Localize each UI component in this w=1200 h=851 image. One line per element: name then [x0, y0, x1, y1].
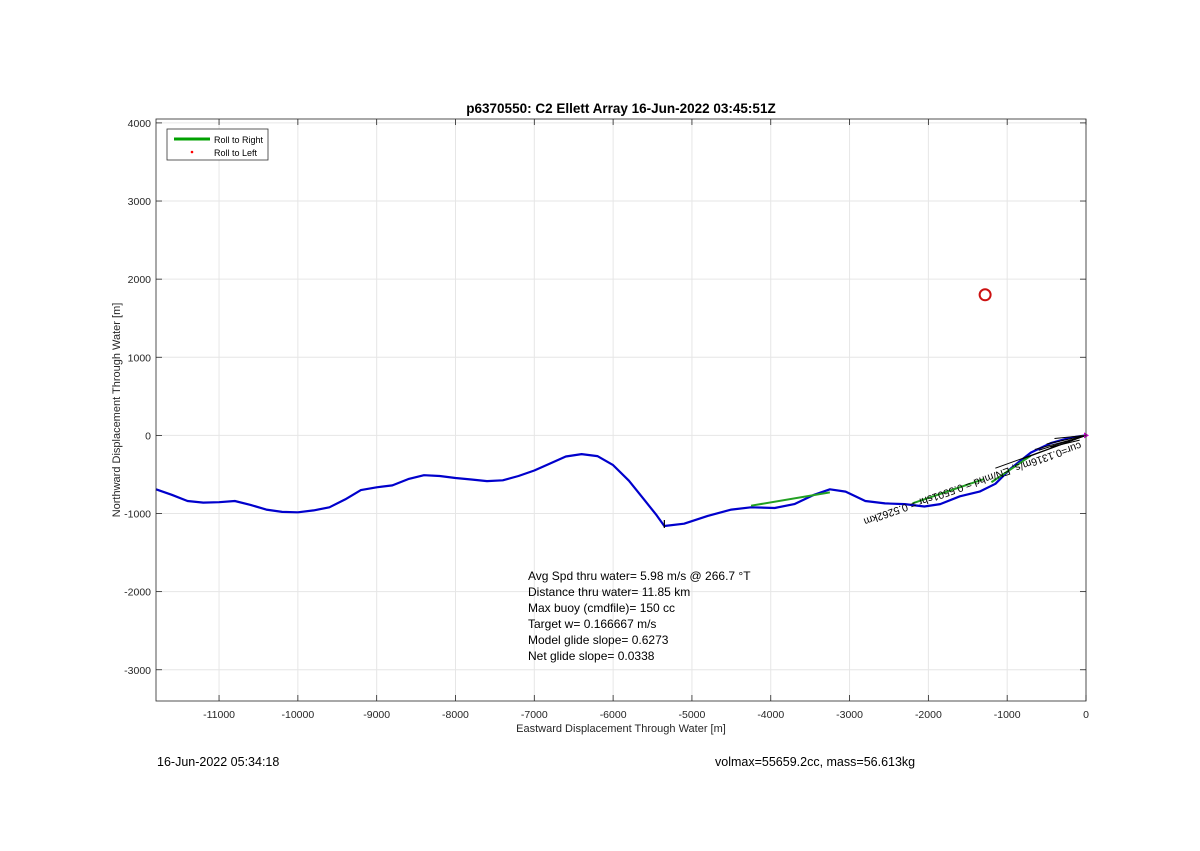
legend-box	[166, 128, 269, 161]
glider-params: volmax=55659.2cc, mass=56.613kg	[715, 755, 916, 769]
axes-box	[155, 118, 1087, 702]
stat-line: Net glide slope= 0.0338	[528, 649, 655, 663]
x-tick-label: -11000	[203, 709, 235, 721]
x-tick-label: -1000	[994, 709, 1021, 721]
stat-line: Model glide slope= 0.6273	[528, 633, 669, 647]
x-tick-label: -6000	[600, 709, 627, 721]
current-vector	[1046, 434, 1087, 445]
x-tick-label: -2000	[915, 709, 942, 721]
y-tick-label: 2000	[128, 274, 152, 286]
target-marker	[978, 288, 992, 302]
x-tick-label: -7000	[521, 709, 548, 721]
stats-annotation: Avg Spd thru water= 5.98 m/s @ 266.7 °T …	[528, 569, 751, 663]
track-layer	[155, 288, 1089, 529]
current-vector	[1034, 436, 1083, 450]
x-tick-label: -5000	[679, 709, 706, 721]
y-tick-label: 3000	[128, 196, 152, 208]
grid	[156, 119, 1087, 701]
x-axis-label: Eastward Displacement Through Water [m]	[516, 723, 726, 735]
roll-right-segment	[990, 454, 1032, 484]
x-tick-label: -10000	[282, 709, 315, 721]
legend-label-roll-right: Roll to Right	[214, 135, 264, 145]
legend-label-roll-left: Roll to Left	[214, 148, 258, 158]
plot-area	[156, 119, 1086, 701]
roll-right-segment	[750, 491, 831, 507]
stat-line: Avg Spd thru water= 5.98 m/s @ 266.7 °T	[528, 569, 751, 583]
y-tick-label: -3000	[124, 665, 151, 677]
stat-line: Distance thru water= 11.85 km	[528, 585, 690, 599]
y-axis-label: Northward Displacement Through Water [m]	[111, 303, 123, 518]
print-timestamp: 16-Jun-2022 05:34:18	[157, 755, 280, 769]
roll-right-segment	[912, 478, 984, 505]
y-tick-label: -2000	[124, 587, 151, 599]
x-tick-label: -4000	[757, 709, 784, 721]
chart-title: p6370550: C2 Ellett Array 16-Jun-2022 03…	[466, 101, 775, 116]
y-tick-label: 1000	[128, 352, 152, 364]
track-line	[155, 434, 1087, 528]
legend-swatch-roll-left	[190, 150, 194, 154]
start-marker	[1084, 432, 1089, 439]
x-tick-label: -8000	[442, 709, 469, 721]
current-vector	[1050, 439, 1080, 448]
x-tick-label: -9000	[363, 709, 390, 721]
x-tick-label: -3000	[836, 709, 863, 721]
y-tick-label: -1000	[124, 509, 151, 521]
y-tick-label: 0	[145, 430, 151, 442]
stat-line: Max buoy (cmdfile)= 150 cc	[528, 601, 675, 615]
current-vector	[1054, 434, 1087, 440]
current-vector	[1022, 434, 1087, 460]
stat-line: Target w= 0.166667 m/s	[528, 617, 656, 631]
tick-layer: -11000 -10000 -9000 -8000 -7000 -6000 -5000 -40…	[124, 118, 1089, 721]
x-tick-label: 0	[1083, 709, 1089, 721]
y-tick-label: 4000	[128, 118, 152, 130]
legend: Roll to Right Roll to Left	[166, 128, 269, 161]
